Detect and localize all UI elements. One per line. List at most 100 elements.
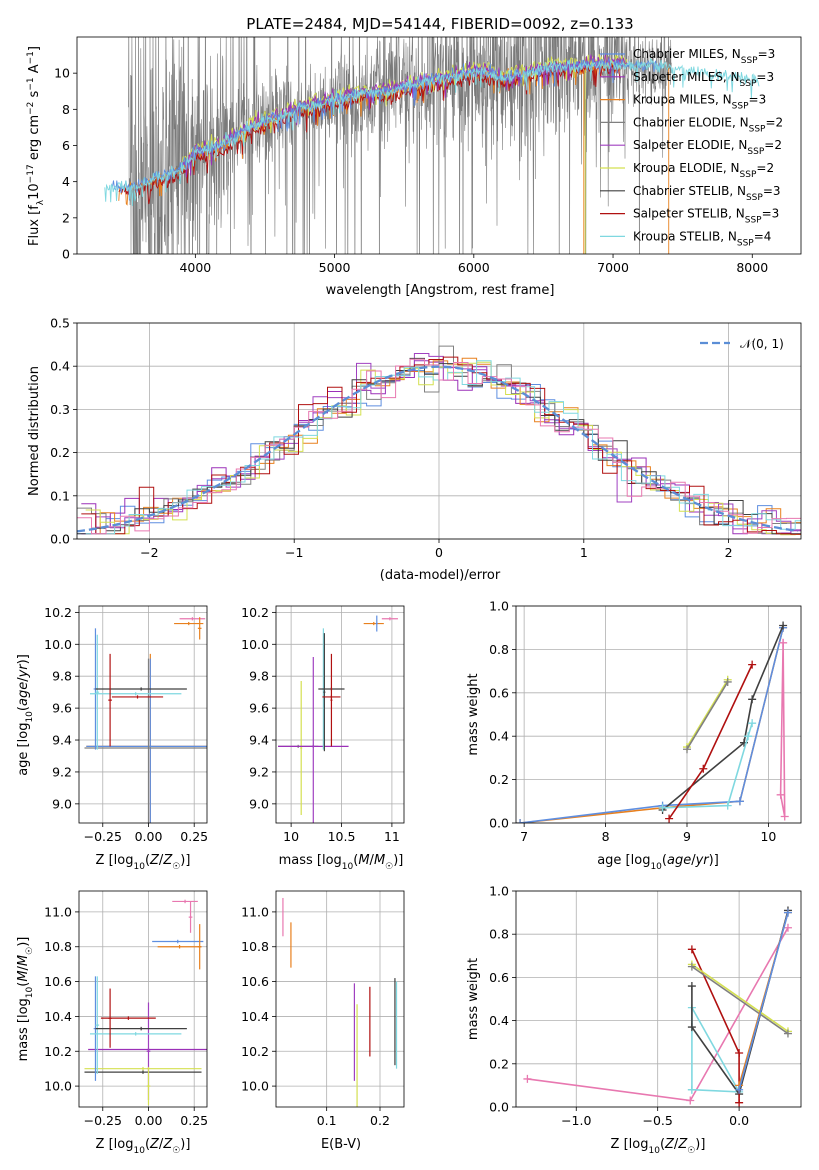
weight-marker [748, 660, 757, 669]
y-tick-label: 10.4 [241, 1009, 269, 1024]
spectrum-model-line [180, 54, 628, 167]
x-tick-label: −2 [140, 545, 158, 560]
histogram-step [81, 356, 801, 535]
weight-marker [687, 982, 696, 991]
x-tick-label: 11 [384, 829, 400, 844]
axes-frame [78, 605, 208, 824]
x-tick-label: 2 [725, 545, 733, 560]
y-tick-label: 0.2 [489, 772, 509, 787]
y-tick-label: 9.6 [249, 701, 269, 716]
weight-marker [748, 719, 757, 728]
weight-marker [687, 962, 696, 971]
x-tick-label: 0 [435, 545, 443, 560]
weight-line [668, 664, 753, 820]
y-tick-label: 0.8 [489, 927, 509, 942]
plot-area [84, 899, 207, 1106]
legend-label: 𝒩(0, 1) [740, 337, 784, 351]
weight-marker [665, 814, 674, 823]
xlabel-weight-Z: Z [log10(Z/Z☉)] [611, 1137, 706, 1156]
y-tick-label: 6 [62, 138, 70, 153]
legend-label: Chabrier STELIB, NSSP=3 [633, 184, 781, 203]
y-tick-label: 10.2 [241, 1044, 269, 1059]
weight-marker [780, 812, 789, 821]
x-tick-label: 0.2 [370, 1113, 390, 1128]
y-tick-label: 9.0 [249, 796, 269, 811]
weight-marker [748, 695, 757, 704]
x-tick-label: 10.5 [328, 829, 356, 844]
y-tick-label: 10.6 [44, 974, 72, 989]
weight-marker [735, 1049, 744, 1057]
weight-marker [683, 745, 691, 754]
x-tick-label: −0.25 [84, 829, 122, 844]
y-tick-label: 0.1 [50, 488, 70, 503]
y-tick-label: 10.0 [241, 1079, 269, 1094]
weight-marker [779, 621, 788, 630]
ylabel-weight-vs-Z: mass weight [466, 958, 481, 1040]
y-tick-label: 9.4 [249, 733, 269, 748]
y-tick-label: 1.0 [489, 599, 509, 614]
y-tick-label: 9.8 [52, 669, 72, 684]
x-tick-label: 1 [580, 545, 588, 560]
weight-line [686, 679, 729, 748]
y-tick-label: 9.4 [52, 733, 72, 748]
weight-marker [723, 677, 732, 686]
x-tick-label: −0.25 [84, 1113, 122, 1128]
y-tick-label: 10.2 [241, 605, 269, 620]
weight-line [662, 625, 784, 811]
y-tick-label: 10 [54, 66, 70, 81]
axes-frame [76, 322, 802, 540]
ylabel-mass: mass [log10(M/M☉)] [16, 937, 35, 1062]
y-tick-label: 10.4 [44, 1009, 72, 1024]
grid [276, 891, 404, 1107]
y-tick-label: 10.6 [241, 974, 269, 989]
plot-area [523, 906, 792, 1107]
xlabel-EBV: E(B-V) [321, 1137, 361, 1152]
weight-marker [744, 732, 753, 741]
grid [79, 891, 207, 1107]
axes-frame [515, 890, 802, 1108]
y-tick-label: 10.8 [241, 939, 269, 954]
y-tick-label: 9.2 [52, 764, 72, 779]
weight-marker [686, 1096, 695, 1105]
weight-marker [735, 1098, 744, 1107]
y-tick-label: 0.4 [489, 1013, 509, 1028]
x-tick-label: 8000 [736, 260, 768, 275]
weight-marker [699, 764, 708, 773]
y-tick-label: 0.2 [489, 1056, 509, 1071]
y-tick-label: 9.2 [249, 764, 269, 779]
y-tick-label: 9.0 [52, 796, 72, 811]
axes-weight-vs-age: 7 8 9 10 0.0 0.2 0.4 0.6 0.8 1.0 mass weight age [l… [466, 599, 802, 872]
y-tick-label: 10.0 [44, 1079, 72, 1094]
grid [516, 890, 801, 1108]
spectrum-legend: Chabrier MILES, NSSP=3 Salpeter MILES, NS… [600, 47, 783, 248]
y-tick-label: 0.6 [489, 685, 509, 700]
axes-mass-vs-Z: −0.25 0.00 0.25 10.0 10.2 10.4 10.6 10.8 11.0 Z [… [16, 890, 208, 1156]
y-tick-label: 2 [62, 210, 70, 225]
weight-line [691, 910, 789, 1096]
weight-marker [779, 638, 788, 647]
weight-marker [723, 801, 732, 810]
legend-label: Kroupa MILES, NSSP=3 [633, 93, 766, 112]
spectrum-data-line [128, 37, 672, 254]
axes-age-vs-mass: 10 10.5 11 9.0 9.2 9.4 9.6 9.8 10.0 10.2 mass [log… [241, 605, 405, 872]
y-tick-label: 9.6 [52, 701, 72, 716]
x-tick-label: 6000 [458, 260, 490, 275]
legend-label: Kroupa ELODIE, NSSP=2 [633, 161, 774, 180]
weight-marker [523, 1074, 532, 1083]
axes-frame [76, 36, 802, 255]
y-tick-label: 10.0 [241, 637, 269, 652]
axes-frame [515, 605, 802, 824]
grid [276, 606, 404, 823]
spectrum-xlabel: wavelength [Angstrom, rest frame] [326, 283, 555, 298]
histogram-step [77, 358, 801, 535]
normal-legend: 𝒩(0, 1) [700, 337, 784, 351]
weight-marker [783, 1029, 792, 1038]
residuals-ylabel: Normed distribution [27, 366, 42, 496]
y-tick-label: 0.5 [50, 316, 70, 331]
y-tick-label: 0.0 [489, 816, 509, 831]
legend-label: Salpeter STELIB, NSSP=3 [633, 207, 779, 226]
y-tick-label: 10.8 [44, 939, 72, 954]
legend-label: Chabrier ELODIE, NSSP=2 [633, 115, 783, 134]
y-tick-label: 11.0 [241, 904, 269, 919]
